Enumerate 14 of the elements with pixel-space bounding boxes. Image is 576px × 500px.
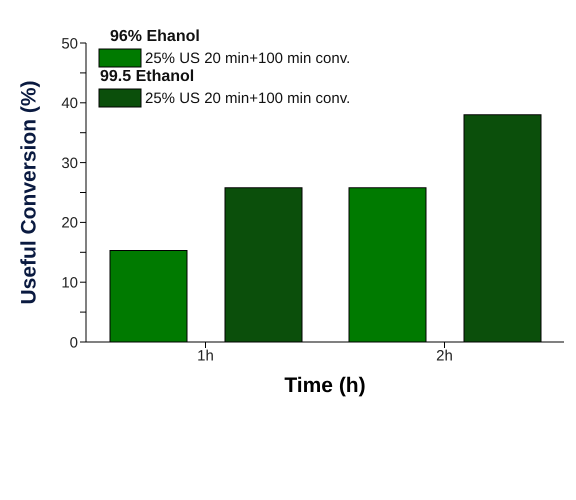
y-tick-label: 0 (70, 334, 78, 352)
annotation: 99.5 Ethanol (100, 68, 196, 86)
y-axis-title: Useful Conversion (%) (17, 80, 40, 305)
y-tick-label: 50 (61, 35, 78, 52)
legend-label: 25% US 20 min+100 min conv. (145, 50, 350, 66)
y-tick-label: 30 (61, 154, 78, 172)
y-tick-label: 40 (61, 95, 78, 112)
y-tick-label: 20 (61, 214, 78, 232)
x-tick-label: 1h (197, 348, 214, 365)
annotation: 96% Ehanol (110, 28, 201, 46)
x-axis-title: Time (h) (284, 374, 366, 397)
x-tick-label: 2h (436, 348, 453, 365)
legend-label: 25% US 20 min+100 min conv. (145, 90, 350, 106)
y-tick-label: 10 (61, 274, 78, 292)
